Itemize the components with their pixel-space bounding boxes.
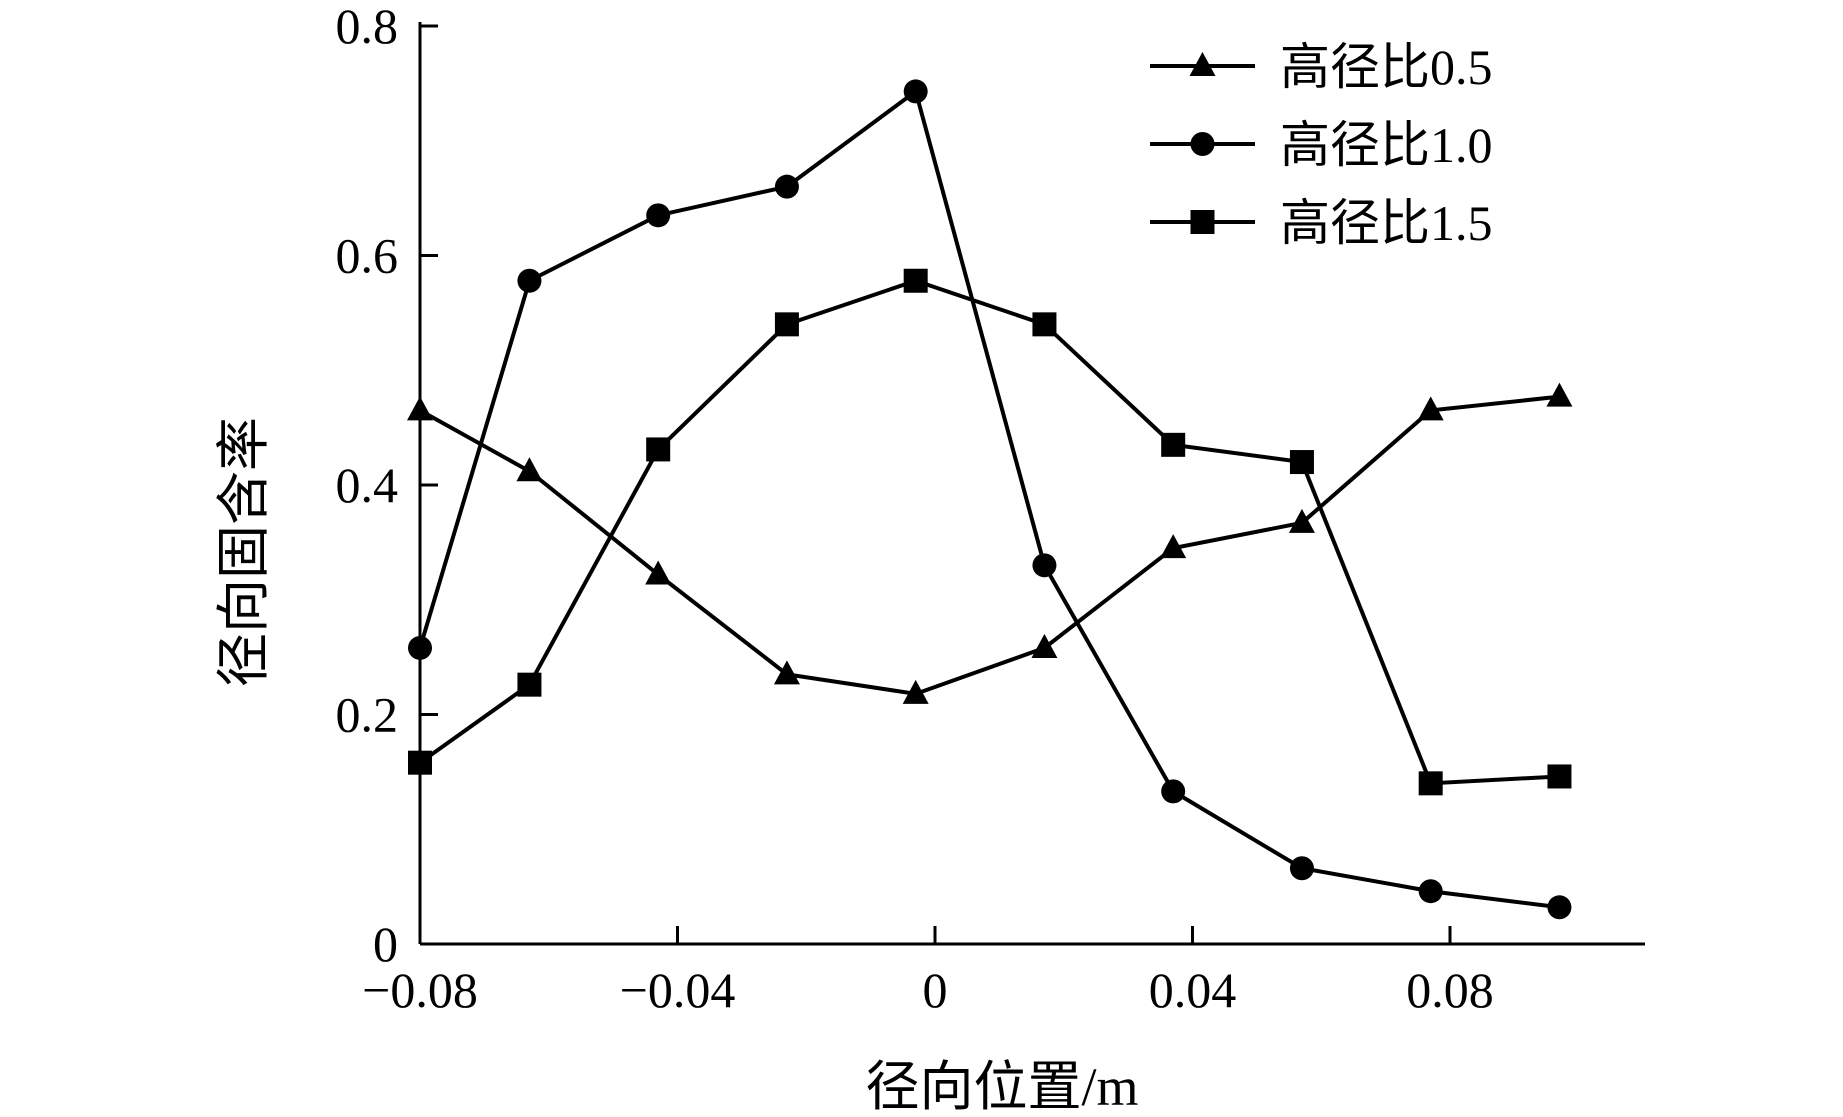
legend-item: 高径比0.5: [1150, 39, 1493, 95]
data-point-circle: [1161, 779, 1186, 804]
series-line: [418, 278, 1560, 786]
x-tick-label: 0.04: [1149, 962, 1237, 1018]
data-point-circle: [1547, 895, 1572, 920]
data-point-square: [774, 312, 799, 337]
x-axis-label: 径向位置/m: [865, 1057, 1138, 1117]
data-point-triangle: [1160, 534, 1187, 559]
data-point-square: [1547, 764, 1572, 789]
series-line: [419, 394, 1560, 696]
series-square: [408, 268, 1572, 796]
data-point-triangle: [1288, 508, 1315, 533]
y-tick-label: 0.2: [336, 687, 399, 743]
x-tick-label: 0.08: [1406, 962, 1494, 1018]
y-tick-label: 0: [373, 916, 398, 972]
y-tick-label: 0.6: [336, 228, 399, 284]
data-point-square: [1418, 771, 1443, 796]
data-point-square: [1032, 312, 1057, 337]
data-point-square: [903, 268, 928, 293]
data-point-triangle: [516, 457, 543, 482]
x-tick-label: −0.08: [362, 962, 478, 1018]
legend-marker-circle: [1190, 132, 1215, 156]
legend-label: 高径比1.5: [1280, 195, 1493, 251]
legend-label: 高径比1.0: [1280, 117, 1493, 173]
data-point-triangle: [1417, 396, 1444, 421]
data-point-circle: [1418, 879, 1443, 904]
data-point-triangle: [773, 660, 800, 685]
data-point-triangle: [645, 560, 672, 585]
series-circle: [408, 79, 1572, 920]
data-point-triangle: [1546, 382, 1573, 407]
data-point-square: [1289, 450, 1314, 475]
data-point-circle: [517, 268, 542, 293]
y-tick-label: 0.4: [336, 457, 399, 513]
legend-marker-triangle: [1189, 52, 1216, 76]
data-point-circle: [1032, 553, 1057, 578]
data-point-triangle: [902, 679, 929, 704]
data-point-circle: [1289, 856, 1314, 881]
data-point-circle: [646, 203, 671, 228]
data-point-square: [517, 672, 542, 697]
y-tick-label: 0.8: [336, 0, 399, 54]
data-point-circle: [903, 79, 928, 104]
legend-marker-square: [1190, 210, 1215, 234]
legend-label: 高径比0.5: [1280, 39, 1493, 95]
x-tick-label: −0.04: [620, 962, 736, 1018]
series-line: [418, 88, 1560, 910]
series-triangle: [407, 382, 1573, 704]
legend-item: 高径比1.5: [1150, 195, 1493, 251]
data-point-square: [1161, 432, 1186, 457]
data-point-circle: [774, 174, 799, 199]
legend-item: 高径比1.0: [1150, 117, 1493, 173]
x-tick-label: 0: [923, 962, 948, 1018]
y-axis-label: 径向固含率: [214, 417, 274, 687]
data-point-square: [646, 437, 671, 462]
legend: 高径比0.5 高径比1.0 高径比1.5: [1150, 39, 1493, 251]
data-point-triangle: [1031, 633, 1058, 658]
